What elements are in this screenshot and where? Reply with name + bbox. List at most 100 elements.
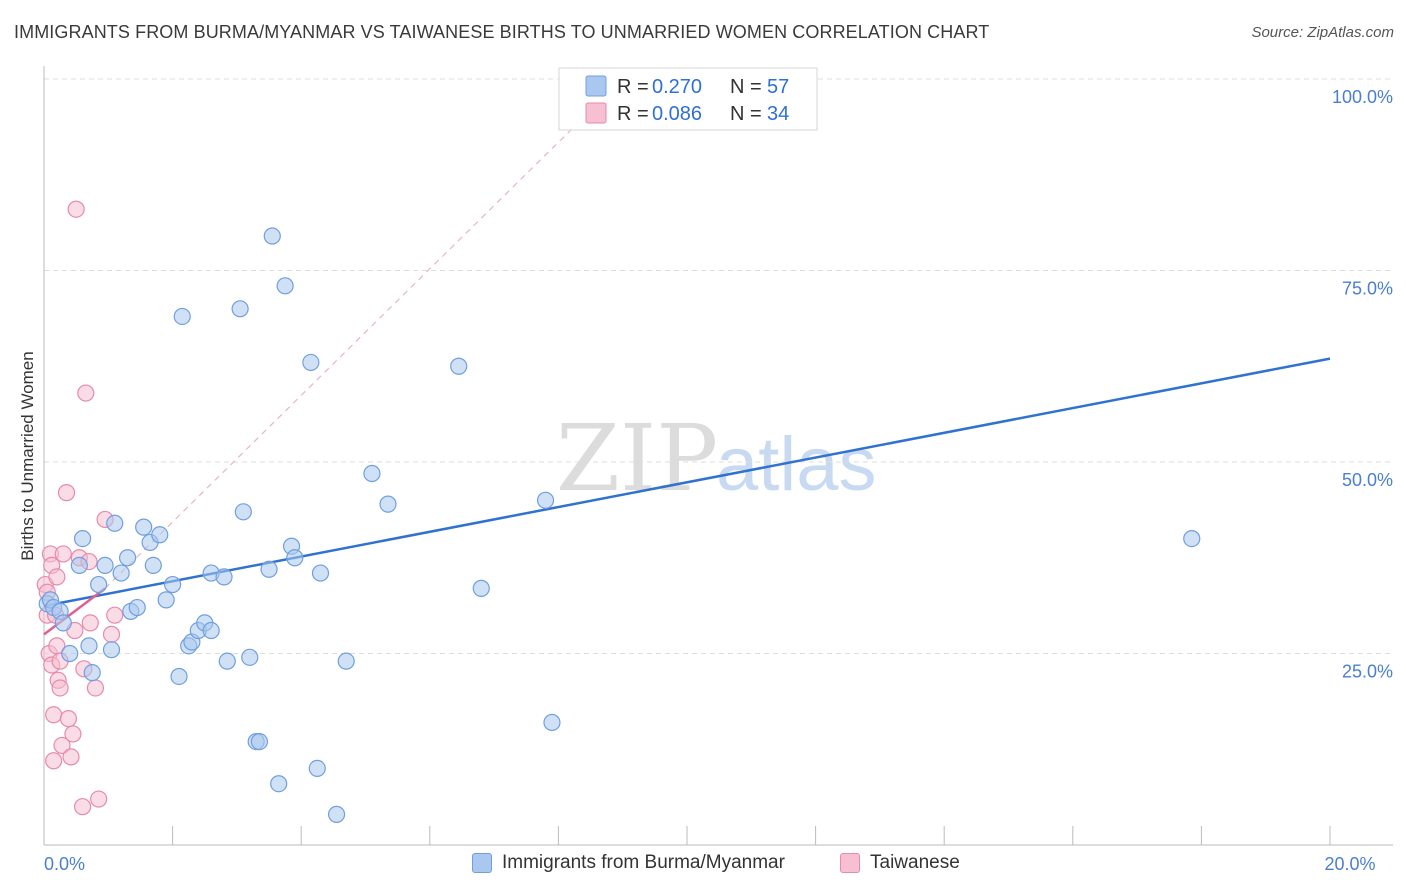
x-tick-marks [172, 826, 1331, 845]
y-tick-label-0: 25.0% [1342, 662, 1393, 682]
taiwanese-point-20 [64, 725, 82, 743]
burma-point-32 [215, 568, 233, 586]
legend-r-label-1: R = [617, 76, 649, 98]
x-tick-labels: 0.0% 20.0% [44, 854, 1376, 874]
legend-r-value-1: 0.270 [652, 76, 702, 98]
burma-point-51 [379, 495, 397, 513]
chart-title: IMMIGRANTS FROM BURMA/MYANMAR VS TAIWANE… [14, 22, 990, 42]
burma-point-22 [157, 591, 175, 609]
taiwanese-point-32 [102, 625, 121, 643]
correlation-legend: R = 0.270 N = 57 R = 0.086 N = 34 [558, 67, 818, 131]
burma-point-47 [311, 564, 330, 582]
y-tick-label-3: 100.0% [1332, 87, 1393, 107]
burma-point-55 [543, 713, 561, 732]
burma-point-38 [250, 732, 269, 751]
burma-point-21 [151, 526, 169, 544]
bottom-legend-taiwanese: Taiwanese [840, 852, 960, 874]
trend-lines [43, 78, 1331, 636]
burma-point-50 [363, 464, 381, 483]
watermark-atlas: atlas [716, 422, 877, 507]
burma-point-42 [276, 277, 294, 295]
burma-point-39 [260, 560, 278, 578]
legend-swatch-pink [585, 102, 607, 124]
burma-point-33 [218, 652, 236, 670]
burma-point-18 [135, 518, 153, 536]
burma-point-14 [112, 564, 130, 582]
taiwanese-point-10 [48, 568, 66, 586]
burma-point-54 [536, 491, 555, 509]
source-label: Source: ZipAtlas.com [1251, 24, 1394, 41]
burma-point-48 [327, 805, 346, 823]
burma-point-30 [202, 621, 220, 640]
taiwanese-point-7 [45, 706, 63, 724]
taiwanese-point-26 [77, 384, 95, 402]
legend-swatch-blue [585, 75, 607, 97]
legend-n-label-1: N = [730, 76, 762, 98]
y-tick-labels: 25.0% 50.0% 75.0% 100.0% [1332, 87, 1393, 682]
burma-point-5 [61, 644, 79, 663]
burma-point-46 [308, 759, 326, 778]
burma-point-44 [286, 549, 304, 567]
burma-point-52 [450, 357, 468, 375]
burma-point-40 [263, 227, 281, 245]
taiwanese-point-18 [59, 710, 78, 728]
burma-point-13 [106, 514, 124, 532]
burma-point-7 [73, 529, 92, 548]
burma-point-15 [118, 549, 137, 567]
taiwanese-point-33 [106, 606, 124, 624]
legend-n-value-2: 34 [767, 103, 789, 125]
taiwanese-point-8 [45, 752, 63, 770]
taiwanese-point-30 [90, 790, 108, 808]
bottom-legend-swatch-blue [472, 853, 492, 873]
taiwanese-point-16 [54, 545, 72, 563]
burma-point-49 [337, 652, 355, 670]
taiwanese-point-24 [73, 798, 92, 816]
taiwanese-point-19 [62, 748, 80, 766]
burma-point-8 [80, 637, 98, 655]
burma-point-35 [234, 503, 252, 521]
legend-n-label-2: N = [730, 103, 762, 125]
burma-point-41 [270, 775, 288, 793]
burma-point-12 [102, 641, 121, 659]
bottom-legend-label-burma: Immigrants from Burma/Myanmar [502, 852, 785, 873]
legend-r-value-2: 0.086 [652, 103, 702, 125]
burma-point-10 [90, 575, 108, 594]
taiwanese-trend-line [43, 587, 106, 636]
taiwanese-point-17 [57, 484, 76, 502]
watermark-zip: ZIP [556, 405, 718, 512]
burma-points [38, 70, 1201, 823]
taiwanese-point-14 [51, 679, 69, 697]
burma-point-45 [302, 353, 320, 372]
taiwanese-trend-extension [104, 78, 624, 589]
bottom-legend-swatch-pink [840, 853, 860, 873]
burma-point-34 [231, 300, 249, 318]
taiwanese-point-29 [86, 679, 105, 697]
burma-point-9 [83, 664, 101, 682]
x-tick-label-0: 0.0% [44, 854, 85, 874]
burma-point-4 [54, 614, 72, 632]
taiwanese-point-28 [81, 614, 99, 632]
y-tick-label-1: 50.0% [1342, 470, 1393, 490]
taiwanese-points [36, 200, 124, 816]
x-tick-label-1: 20.0% [1324, 854, 1375, 874]
burma-point-11 [96, 556, 114, 575]
burma-point-36 [241, 648, 259, 666]
bottom-legend-label-taiwanese: Taiwanese [870, 852, 960, 873]
burma-point-57 [1183, 529, 1201, 548]
y-tick-label-2: 75.0% [1342, 279, 1393, 299]
burma-point-6 [70, 556, 88, 575]
burma-point-53 [472, 579, 490, 597]
bottom-legend-burma: Immigrants from Burma/Myanmar [472, 852, 785, 874]
burma-point-24 [170, 667, 188, 686]
burma-point-25 [173, 307, 191, 326]
burma-point-23 [164, 575, 182, 594]
axes [43, 66, 1393, 846]
burma-point-17 [128, 598, 146, 617]
legend-r-label-2: R = [617, 103, 649, 125]
burma-point-20 [144, 556, 162, 575]
taiwanese-point-22 [67, 200, 85, 218]
burma-trend-line [43, 357, 1331, 608]
taiwanese-point-15 [53, 736, 71, 755]
legend-n-value-1: 57 [767, 76, 789, 98]
